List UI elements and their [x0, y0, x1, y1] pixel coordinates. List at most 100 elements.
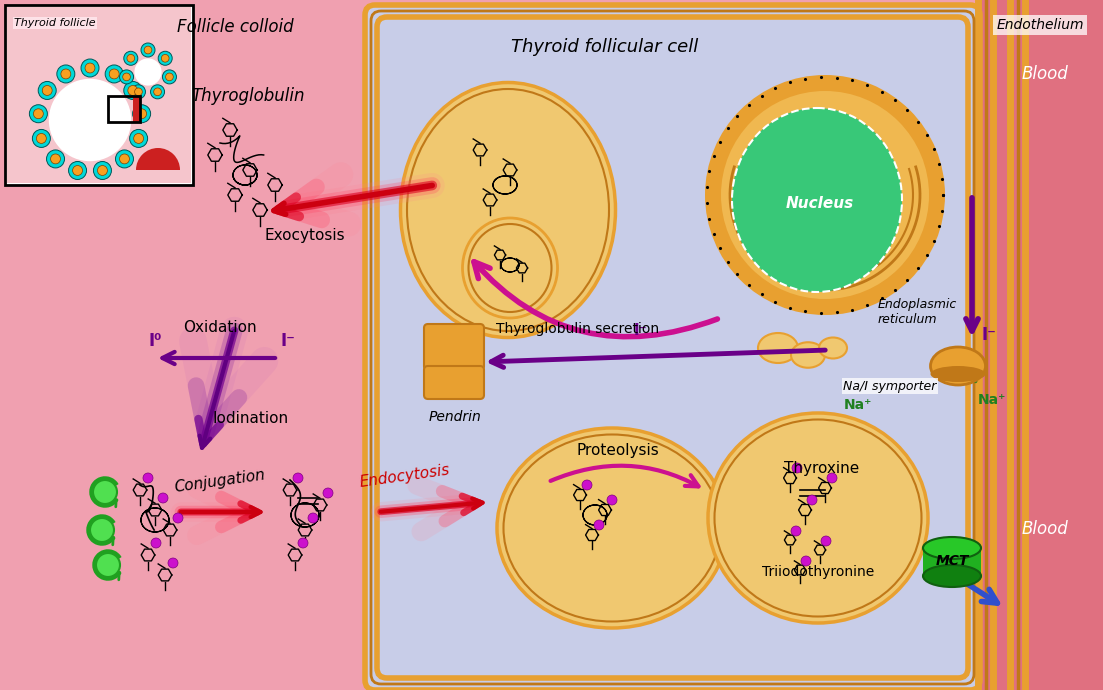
Circle shape	[308, 513, 318, 523]
Ellipse shape	[758, 333, 797, 363]
Circle shape	[96, 553, 120, 577]
Circle shape	[165, 73, 173, 81]
Circle shape	[124, 51, 138, 66]
Circle shape	[105, 65, 124, 83]
Ellipse shape	[791, 342, 825, 368]
Circle shape	[161, 55, 169, 62]
Text: Proteolysis: Proteolysis	[577, 443, 660, 458]
Circle shape	[168, 558, 178, 568]
Circle shape	[135, 59, 162, 86]
Text: Thyroglobulin secretion: Thyroglobulin secretion	[496, 322, 660, 336]
Circle shape	[153, 88, 161, 96]
FancyBboxPatch shape	[424, 324, 484, 370]
Text: Na⁺: Na⁺	[978, 393, 1006, 407]
Bar	[7, 7, 191, 183]
Text: Nucleus: Nucleus	[785, 195, 854, 210]
FancyBboxPatch shape	[365, 5, 979, 690]
Ellipse shape	[923, 537, 981, 559]
Circle shape	[93, 480, 117, 504]
Circle shape	[94, 161, 111, 179]
Circle shape	[150, 85, 164, 99]
Circle shape	[158, 51, 172, 66]
Circle shape	[128, 86, 138, 95]
Circle shape	[73, 166, 83, 175]
Text: Pendrin: Pendrin	[429, 410, 481, 424]
Circle shape	[721, 91, 929, 299]
Circle shape	[298, 538, 308, 548]
Text: I⁻: I⁻	[982, 326, 997, 344]
Text: Oxidation: Oxidation	[183, 320, 257, 335]
Circle shape	[827, 473, 837, 483]
Circle shape	[131, 85, 146, 99]
Circle shape	[801, 556, 811, 566]
Ellipse shape	[732, 108, 902, 292]
Circle shape	[130, 130, 148, 148]
Circle shape	[57, 65, 75, 83]
Circle shape	[90, 518, 114, 542]
Text: Blood: Blood	[1021, 520, 1069, 538]
Text: Thyroid follicular cell: Thyroid follicular cell	[512, 38, 698, 56]
Text: Thyroglobulin: Thyroglobulin	[191, 87, 304, 105]
Circle shape	[85, 63, 95, 73]
Text: MCT: MCT	[935, 554, 968, 568]
Circle shape	[143, 473, 153, 483]
Circle shape	[135, 88, 142, 96]
Circle shape	[51, 154, 61, 164]
Circle shape	[36, 133, 46, 144]
Ellipse shape	[931, 347, 985, 385]
Text: Iodination: Iodination	[212, 411, 288, 426]
Ellipse shape	[931, 366, 985, 382]
Circle shape	[137, 109, 147, 119]
Circle shape	[32, 130, 51, 148]
Circle shape	[791, 526, 801, 536]
Circle shape	[162, 70, 176, 84]
Text: Endothelium: Endothelium	[996, 18, 1084, 32]
Text: Thyroid follicle: Thyroid follicle	[14, 18, 96, 28]
Text: Blood: Blood	[1021, 65, 1069, 83]
Circle shape	[68, 161, 86, 179]
Ellipse shape	[400, 83, 615, 337]
Text: I⁻: I⁻	[280, 332, 295, 350]
Circle shape	[127, 55, 135, 62]
Text: Follicle colloid: Follicle colloid	[176, 18, 293, 36]
Circle shape	[42, 86, 52, 95]
Circle shape	[119, 154, 129, 164]
Text: Triiodothyronine: Triiodothyronine	[762, 565, 874, 579]
Circle shape	[607, 495, 617, 505]
Circle shape	[61, 69, 71, 79]
Circle shape	[323, 488, 333, 498]
Circle shape	[109, 69, 119, 79]
Circle shape	[132, 105, 151, 123]
Text: Exocytosis: Exocytosis	[265, 228, 345, 243]
Circle shape	[173, 513, 183, 523]
Circle shape	[792, 463, 802, 473]
Circle shape	[81, 59, 99, 77]
Text: Conjugation: Conjugation	[173, 467, 267, 495]
Ellipse shape	[462, 218, 557, 318]
Circle shape	[705, 75, 945, 315]
Circle shape	[141, 43, 156, 57]
Wedge shape	[136, 148, 180, 170]
Text: Na⁺: Na⁺	[844, 398, 872, 412]
Text: Thyroxine: Thyroxine	[784, 460, 859, 475]
Text: I⁰: I⁰	[148, 332, 162, 350]
Bar	[133, 96, 140, 122]
Circle shape	[30, 105, 47, 123]
Text: Endocytosis: Endocytosis	[358, 462, 451, 490]
Ellipse shape	[708, 413, 928, 623]
Circle shape	[122, 73, 130, 81]
Ellipse shape	[820, 337, 847, 359]
Circle shape	[133, 133, 143, 144]
Circle shape	[151, 538, 161, 548]
Circle shape	[116, 150, 133, 168]
Text: Endoplasmic
reticulum: Endoplasmic reticulum	[878, 298, 957, 326]
Circle shape	[807, 495, 817, 505]
Ellipse shape	[497, 428, 727, 628]
Circle shape	[595, 520, 604, 530]
Circle shape	[119, 70, 133, 84]
Circle shape	[582, 480, 592, 490]
Text: Na/I symporter: Na/I symporter	[844, 380, 936, 393]
Circle shape	[49, 79, 131, 161]
Bar	[923, 548, 981, 576]
Circle shape	[33, 109, 43, 119]
